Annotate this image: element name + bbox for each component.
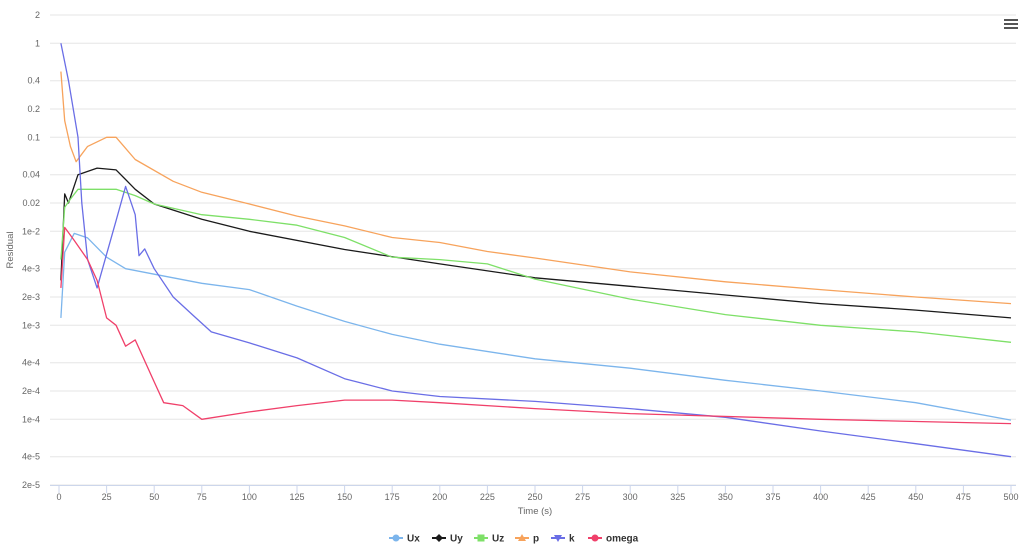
- series-line-Ux[interactable]: [60, 232, 1012, 421]
- x-tick-label: 75: [197, 492, 207, 502]
- x-tick-label: 200: [432, 492, 447, 502]
- x-tick-label: 325: [670, 492, 685, 502]
- y-tick-label: 0.1: [27, 132, 40, 142]
- x-axis-ticks: 0 25 50 75 100 125 150 175 200 225 250 275 300 325 350…: [50, 485, 1019, 502]
- legend-marker-diamond-icon: [435, 534, 443, 542]
- legend: Ux Uy Uz p k omega: [389, 534, 639, 545]
- y-tick-label: 4e-5: [22, 452, 40, 462]
- x-tick-label: 175: [385, 492, 400, 502]
- x-tick-label: 150: [337, 492, 352, 502]
- legend-label: omega: [606, 534, 639, 545]
- legend-item-k[interactable]: k: [551, 534, 575, 545]
- legend-item-Ux[interactable]: Ux: [389, 534, 420, 545]
- y-tick-label: 2: [35, 10, 40, 20]
- y-axis-title: Residual: [5, 232, 16, 269]
- x-tick-label: 500: [1003, 492, 1018, 502]
- x-tick-label: 25: [102, 492, 112, 502]
- series-lines: [60, 43, 1012, 458]
- x-tick-label: 125: [289, 492, 304, 502]
- y-tick-label: 1: [35, 38, 40, 48]
- x-axis-title: Time (s): [518, 506, 552, 517]
- hamburger-menu-icon[interactable]: [1004, 17, 1018, 31]
- legend-marker-triangle-down-icon: [554, 535, 562, 542]
- legend-label: Uy: [450, 534, 463, 545]
- x-tick-label: 250: [527, 492, 542, 502]
- legend-item-Uy[interactable]: Uy: [432, 534, 463, 545]
- series-line-Uz[interactable]: [60, 188, 1012, 343]
- x-tick-label: 450: [908, 492, 923, 502]
- grid-lines: [50, 14, 1016, 486]
- y-tick-label: 0.02: [22, 198, 40, 208]
- legend-label: k: [569, 534, 575, 545]
- x-tick-label: 50: [149, 492, 159, 502]
- y-tick-label: 2e-3: [22, 292, 40, 302]
- legend-item-Uz[interactable]: Uz: [474, 534, 504, 545]
- series-line-Uy[interactable]: [60, 167, 1012, 319]
- y-axis-ticks: 2 1 0.4 0.2 0.1 0.04 0.02 1e-2 4e-3 2e-3 1e-3 4e-4 2…: [22, 10, 40, 490]
- y-tick-label: 0.4: [27, 76, 40, 86]
- x-tick-label: 0: [56, 492, 61, 502]
- legend-label: p: [533, 534, 539, 545]
- y-tick-label: 2e-5: [22, 480, 40, 490]
- x-tick-label: 100: [242, 492, 257, 502]
- y-tick-label: 4e-3: [22, 264, 40, 274]
- x-tick-label: 275: [575, 492, 590, 502]
- x-tick-label: 350: [718, 492, 733, 502]
- legend-item-omega[interactable]: omega: [588, 534, 639, 545]
- y-tick-label: 1e-3: [22, 320, 40, 330]
- x-tick-label: 300: [623, 492, 638, 502]
- y-tick-label: 2e-4: [22, 386, 40, 396]
- y-tick-label: 1e-4: [22, 414, 40, 424]
- legend-label: Uz: [492, 534, 504, 545]
- y-tick-label: 0.2: [27, 104, 40, 114]
- y-tick-label: 0.04: [22, 170, 40, 180]
- series-line-omega[interactable]: [60, 226, 1012, 425]
- y-tick-label: 4e-4: [22, 358, 40, 368]
- series-line-p[interactable]: [60, 71, 1012, 305]
- legend-item-p[interactable]: p: [515, 534, 539, 545]
- series-line-k[interactable]: [60, 43, 1012, 458]
- y-tick-label: 1e-2: [22, 226, 40, 236]
- x-tick-label: 475: [956, 492, 971, 502]
- legend-marker-square-icon: [477, 534, 485, 542]
- legend-marker-circle-icon: [591, 534, 599, 542]
- x-tick-label: 400: [813, 492, 828, 502]
- legend-label: Ux: [407, 534, 420, 545]
- x-tick-label: 225: [480, 492, 495, 502]
- legend-marker-circle-icon: [392, 534, 400, 542]
- x-tick-label: 425: [861, 492, 876, 502]
- x-tick-label: 375: [765, 492, 780, 502]
- legend-marker-triangle-icon: [518, 534, 526, 541]
